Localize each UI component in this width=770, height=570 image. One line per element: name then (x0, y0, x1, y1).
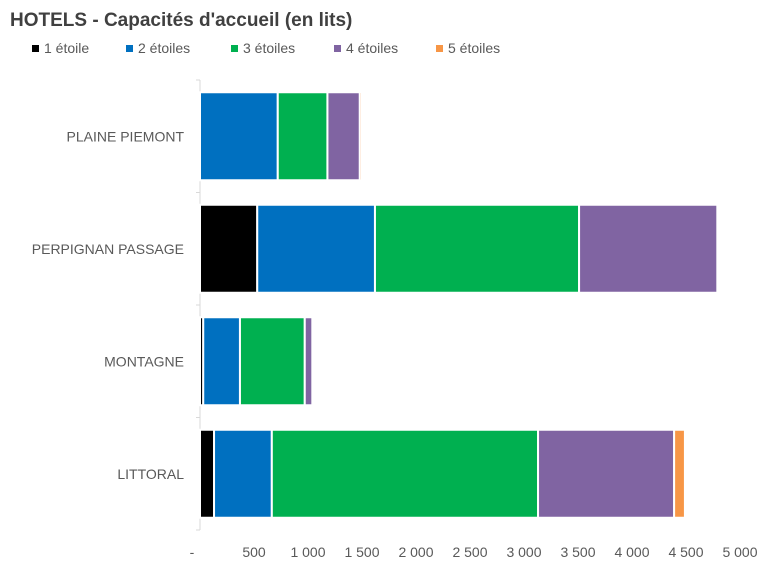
bar-segment (373, 203, 581, 294)
legend-swatch (32, 45, 39, 52)
x-tick-label: 4 000 (614, 544, 649, 560)
category-label: MONTAGNE (104, 353, 184, 369)
bar-segment (199, 428, 216, 519)
bar-segment (199, 91, 279, 182)
bar-segment (537, 428, 676, 519)
bar-segment (256, 203, 376, 294)
legend-swatch (231, 45, 238, 52)
bar-segment (673, 428, 686, 519)
legend-label: 5 étoiles (448, 40, 500, 56)
legend-label: 2 étoiles (138, 40, 190, 56)
bars (199, 91, 719, 519)
legend-swatch (436, 45, 443, 52)
bar-segment (199, 203, 259, 294)
x-tick-label: 2 000 (398, 544, 433, 560)
bar-segment (238, 316, 306, 407)
bar-segment (358, 91, 363, 182)
x-tick-label: 1 000 (290, 544, 325, 560)
x-tick-label: 2 500 (452, 544, 487, 560)
legend-swatch (126, 45, 133, 52)
x-tick-label: 3 000 (506, 544, 541, 560)
category-label: PERPIGNAN PASSAGE (32, 241, 184, 257)
legend-label: 1 étoile (44, 40, 89, 56)
x-axis: - 500 1 000 1 500 2 000 2 500 3 000 3 500 4 000 4… (190, 79, 758, 560)
x-tick-label: - (190, 544, 195, 560)
category-axis: PLAINE PIEMONT PERPIGNAN PASSAGE MONTAGNE L… (32, 128, 185, 482)
bar-segment (276, 91, 329, 182)
legend-label: 4 étoiles (346, 40, 398, 56)
x-tick-label: 500 (242, 544, 266, 560)
x-tick-label: 1 500 (344, 544, 379, 560)
bar-segment (213, 428, 273, 519)
bar-segment (270, 428, 540, 519)
category-label: LITTORAL (117, 466, 184, 482)
bar-segment (578, 203, 719, 294)
x-tick-label: 4 500 (668, 544, 703, 560)
x-tick-label: 3 500 (560, 544, 595, 560)
bar-segment (326, 91, 361, 182)
bar-segment (303, 316, 314, 407)
x-tick-label: 5 000 (722, 544, 757, 560)
legend-label: 3 étoiles (243, 40, 295, 56)
legend-swatch (334, 45, 341, 52)
bar-segment (202, 316, 241, 407)
chart-title: HOTELS - Capacités d'accueil (en lits) (10, 10, 352, 31)
category-label: PLAINE PIEMONT (67, 128, 185, 144)
legend: 1 étoile 2 étoiles 3 étoiles 4 étoiles 5 éto… (32, 40, 500, 56)
